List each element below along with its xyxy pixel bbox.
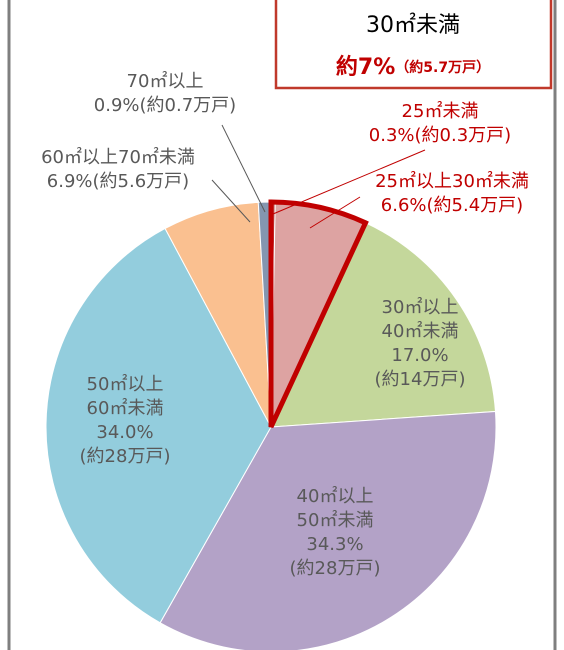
slice-label: 60㎡以上70㎡未満 6.9%(約5.6万戸)	[41, 146, 195, 192]
category-label: 25㎡未満	[402, 100, 479, 122]
value-label: 6.9%	[47, 171, 93, 192]
annotation-count-label: （約5.7万戸）	[395, 59, 490, 76]
leader-line	[272, 149, 426, 215]
slice-label: 70㎡以上 0.9%(約0.7万戸)	[94, 70, 236, 116]
value-label: 34.0%	[96, 422, 153, 443]
annotation-title: 30㎡未満	[366, 12, 460, 38]
slice-label: 25㎡未満 0.3%(約0.3万戸)	[369, 100, 511, 146]
category-label: 30㎡以上 40㎡未満	[382, 296, 459, 342]
annotation-value-label: 約7%	[336, 54, 395, 80]
annotation-box	[274, 0, 553, 90]
value-label: 6.6%	[381, 195, 427, 216]
count-label: (約0.7万戸)	[140, 95, 237, 116]
count-label: (約14万戸)	[375, 369, 466, 390]
pie-slice	[45, 227, 272, 624]
pie-slice	[270, 222, 496, 428]
category-label: 40㎡以上 50㎡未満	[297, 485, 374, 531]
category-label: 50㎡以上 60㎡未満	[87, 373, 164, 419]
slice-label: 40㎡以上 50㎡未満 34.3% (約28万戸)	[290, 485, 381, 579]
count-label: (約5.6万戸)	[93, 171, 190, 192]
slice-label: 25㎡以上30㎡未満 6.6%(約5.4万戸)	[375, 170, 529, 216]
value-label: 34.3%	[306, 534, 363, 555]
category-label: 70㎡以上	[127, 70, 204, 92]
leader-line	[309, 196, 361, 229]
count-label: (約0.3万戸)	[415, 125, 512, 146]
category-label: 60㎡以上70㎡未満	[41, 146, 195, 168]
highlight-outline	[268, 199, 369, 429]
slice-label: 30㎡以上 40㎡未満 17.0% (約14万戸)	[375, 296, 466, 390]
count-label: (約28万戸)	[290, 558, 381, 579]
value-label: 0.9%	[94, 95, 140, 116]
leader-line	[221, 124, 266, 213]
annotation-value: 約7%（約5.7万戸）	[336, 54, 490, 80]
value-label: 17.0%	[391, 345, 448, 366]
count-label: (約5.4万戸)	[427, 195, 524, 216]
count-label: (約28万戸)	[80, 446, 171, 467]
pie-slice	[159, 410, 497, 650]
pie	[45, 199, 497, 650]
slice-label: 50㎡以上 60㎡未満 34.0% (約28万戸)	[80, 373, 171, 467]
leader-line	[211, 179, 251, 223]
value-label: 0.3%	[369, 125, 415, 146]
labels: 25㎡未満 0.3%(約0.3万戸) 25㎡以上30㎡未満 6.6%(約5.4万戸) 3…	[41, 70, 529, 579]
category-label: 25㎡以上30㎡未満	[375, 170, 529, 192]
